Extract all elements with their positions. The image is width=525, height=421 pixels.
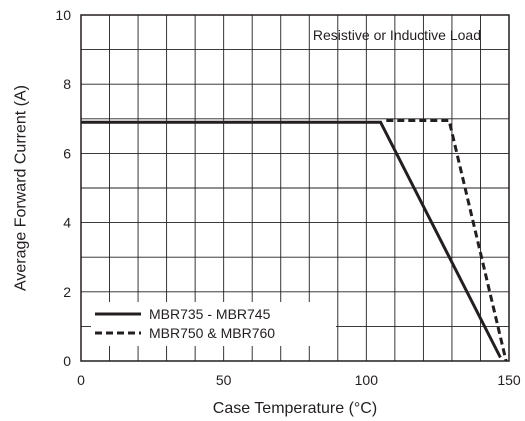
legend-label-mbr750-mbr760: MBR750 & MBR760 (149, 325, 275, 341)
y-tick-label: 4 (63, 215, 71, 231)
legend-background (91, 302, 336, 346)
x-tick-label: 0 (77, 372, 85, 388)
load-type-annotation: Resistive or Inductive Load (313, 27, 481, 43)
x-tick-label: 150 (497, 372, 521, 388)
y-tick-label: 10 (55, 7, 71, 23)
grid-lines (81, 15, 509, 361)
series-line-mbr750-mbr760 (386, 119, 508, 362)
series-line-mbr735-mbr745 (81, 120, 502, 359)
plot-area-frame (80, 14, 510, 362)
legend-label-mbr735-mbr745: MBR735 - MBR745 (149, 306, 271, 322)
x-tick-label: 100 (355, 372, 379, 388)
legend: MBR735 - MBR745 MBR750 & MBR760 (91, 302, 336, 346)
y-tick-label: 6 (63, 145, 71, 161)
y-axis-label: Average Forward Current (A) (13, 85, 30, 291)
series-lines (81, 119, 508, 362)
x-tick-label: 50 (216, 372, 232, 388)
y-tick-label: 2 (63, 284, 71, 300)
y-tick-label: 0 (63, 353, 71, 369)
x-axis-label: Case Temperature (°C) (213, 400, 377, 417)
y-tick-label: 8 (63, 76, 71, 92)
